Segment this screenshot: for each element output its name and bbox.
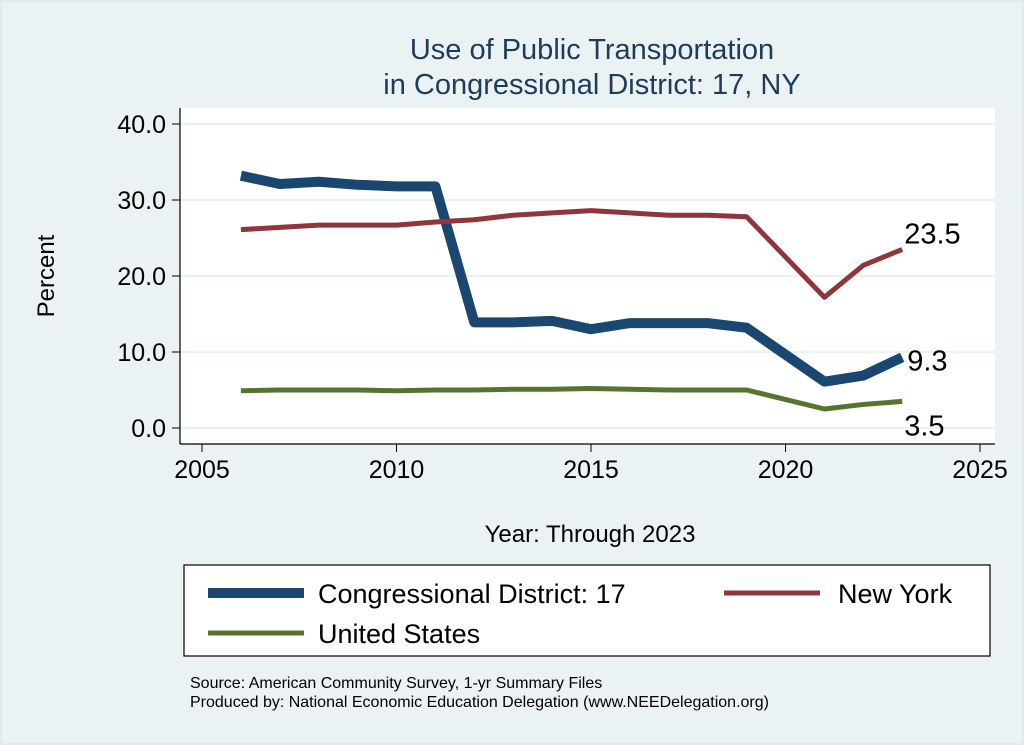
x-tick-label: 2025 <box>952 456 1008 484</box>
legend <box>183 564 991 657</box>
y-axis-label: Percent <box>33 234 60 317</box>
legend-label: Congressional District: 17 <box>318 579 626 609</box>
legend-label: United States <box>318 619 480 649</box>
y-tick-label: 40.0 <box>117 111 166 139</box>
y-tick-label: 20.0 <box>117 263 166 291</box>
chart-title-line1: Use of Public Transportation <box>410 34 774 66</box>
end-label: 9.3 <box>907 345 947 377</box>
x-tick-label: 2010 <box>369 456 425 484</box>
source-note: Source: American Community Survey, 1-yr … <box>190 675 602 692</box>
producer-note: Produced by: National Economic Education… <box>190 694 769 711</box>
legend-label: New York <box>838 579 953 609</box>
y-tick-label: 0.0 <box>131 415 166 443</box>
x-tick-label: 2005 <box>174 456 230 484</box>
chart-title-line2: in Congressional District: 17, NY <box>383 69 800 101</box>
x-axis-label: Year: Through 2023 <box>485 521 696 548</box>
y-tick-label: 10.0 <box>117 339 166 367</box>
x-tick-label: 2015 <box>563 456 619 484</box>
end-label: 23.5 <box>904 218 960 250</box>
x-tick-label: 2020 <box>758 456 814 484</box>
end-label: 3.5 <box>904 410 944 442</box>
y-tick-label: 30.0 <box>117 187 166 215</box>
